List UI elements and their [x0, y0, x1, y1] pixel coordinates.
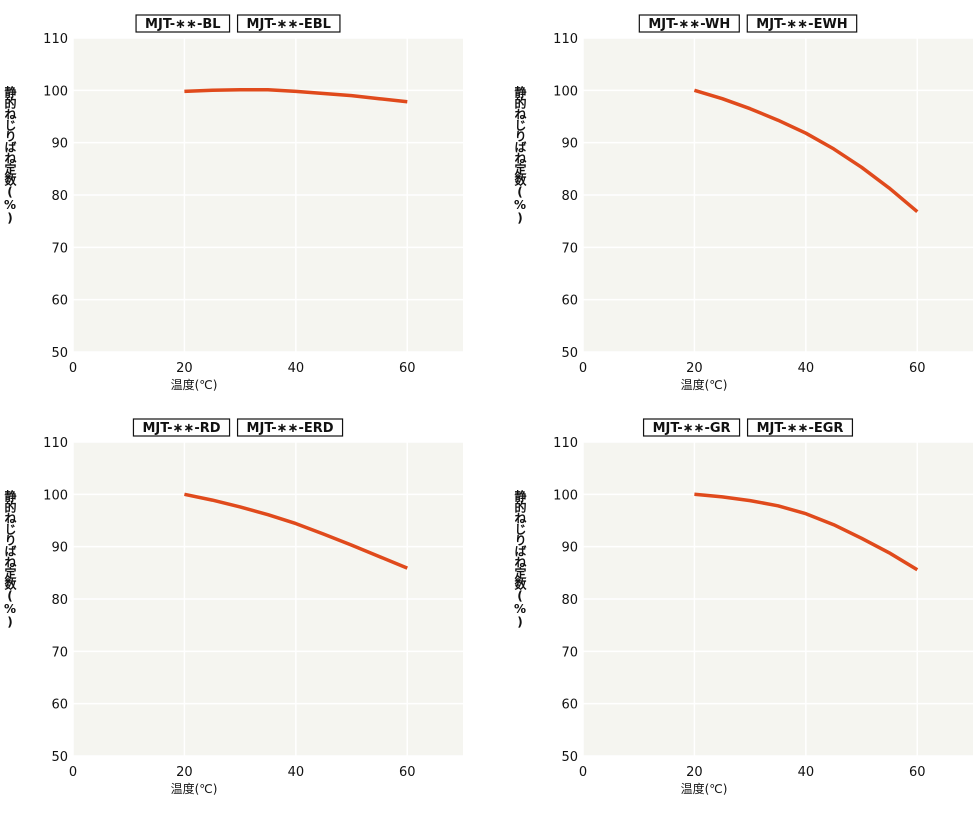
y-tick-label: 60 — [561, 698, 578, 713]
y-tick-label: 80 — [51, 593, 68, 608]
y-tick-label: 80 — [51, 189, 68, 204]
y-axis-label: 静的ねじりばね定数(%) — [513, 489, 527, 628]
y-tick-label: 70 — [51, 645, 68, 660]
series-line-1 — [184, 88, 408, 104]
x-tick-label: 40 — [288, 765, 305, 780]
legend-label: MJT-∗∗-EGR — [757, 421, 844, 436]
x-tick-label: 0 — [579, 765, 587, 780]
y-axis-label: 静的ねじりばね定数(%) — [513, 85, 527, 224]
y-tick-label: 50 — [561, 346, 578, 361]
chart-svg: 50 60 70 80 90 100 110 0 20 40 60 温度(℃) 静的ねじりばね定数(%)… — [3, 418, 463, 796]
y-tick-label: 100 — [43, 488, 68, 503]
series-line-1 — [694, 492, 919, 572]
legend-box — [642, 418, 741, 437]
x-tick-label: 40 — [798, 361, 815, 376]
legend-box — [638, 14, 740, 33]
legend-label: MJT-∗∗-ERD — [247, 421, 334, 436]
y-tick-label: 100 — [553, 84, 578, 99]
y-tick-label: 50 — [51, 346, 68, 361]
series-line-1 — [693, 88, 919, 214]
y-tick-label: 110 — [43, 32, 68, 47]
y-tick-label: 50 — [51, 750, 68, 765]
chart-3: 50 60 70 80 90 100 110 0 20 40 60 温度(℃) 静的ねじりばね定数(%)… — [0, 404, 488, 810]
y-tick-label: 110 — [43, 436, 68, 451]
x-tick-label: 20 — [686, 765, 703, 780]
legend-box — [132, 418, 231, 437]
x-tick-label: 20 — [176, 765, 193, 780]
y-tick-label: 110 — [553, 32, 578, 47]
legend-label: MJT-∗∗-GR — [653, 421, 731, 436]
x-tick-label: 60 — [909, 765, 926, 780]
y-tick-label: 70 — [561, 645, 578, 660]
y-tick-label: 100 — [43, 84, 68, 99]
legend-box — [746, 418, 854, 437]
legend-label: MJT-∗∗-EBL — [247, 17, 331, 32]
y-tick-label: 90 — [561, 541, 578, 556]
legend-box — [135, 14, 231, 33]
legend-label: MJT-∗∗-EWH — [756, 17, 847, 32]
y-axis-label: 静的ねじりばね定数(%) — [3, 489, 17, 628]
y-tick-label: 60 — [51, 698, 68, 713]
y-tick-label: 90 — [51, 541, 68, 556]
legend-box — [746, 14, 858, 33]
y-tick-label: 100 — [553, 488, 578, 503]
series-line-1 — [184, 492, 408, 570]
chart-svg: 50 60 70 80 90 100 110 0 20 40 60 温度(℃) 静的ねじりばね定数(%)… — [3, 14, 463, 392]
x-axis-label: 温度(℃) — [171, 781, 218, 796]
legend-label: MJT-∗∗-RD — [142, 421, 220, 436]
y-tick-label: 80 — [561, 189, 578, 204]
x-tick-label: 20 — [686, 361, 703, 376]
x-axis-label: 温度(℃) — [681, 377, 728, 392]
x-tick-label: 40 — [798, 765, 815, 780]
legend-box — [236, 14, 341, 33]
y-tick-label: 50 — [561, 750, 578, 765]
y-tick-label: 70 — [51, 241, 68, 256]
y-tick-label: 110 — [553, 436, 578, 451]
y-tick-label: 90 — [51, 137, 68, 152]
x-tick-label: 60 — [909, 361, 926, 376]
x-axis-label: 温度(℃) — [171, 377, 218, 392]
y-tick-label: 90 — [561, 137, 578, 152]
chart-2: 50 60 70 80 90 100 110 0 20 40 60 温度(℃) 静的ねじりばね定数(%)… — [510, 0, 976, 406]
legend-box — [236, 418, 344, 437]
chart-svg: 50 60 70 80 90 100 110 0 20 40 60 温度(℃) 静的ねじりばね定数(%)… — [513, 14, 973, 392]
x-tick-label: 0 — [579, 361, 587, 376]
x-tick-label: 0 — [69, 765, 77, 780]
chart-1: 50 60 70 80 90 100 110 0 20 40 60 温度(℃) 静的ねじりばね定数(%)… — [0, 0, 488, 406]
y-tick-label: 60 — [561, 294, 578, 309]
x-axis-label: 温度(℃) — [681, 781, 728, 796]
y-tick-label: 60 — [51, 294, 68, 309]
chart-4: 50 60 70 80 90 100 110 0 20 40 60 温度(℃) 静的ねじりばね定数(%)… — [510, 404, 976, 810]
legend-label: MJT-∗∗-WH — [648, 17, 730, 32]
x-tick-label: 60 — [399, 361, 416, 376]
y-axis-label: 静的ねじりばね定数(%) — [3, 85, 17, 224]
legend-label: MJT-∗∗-BL — [145, 17, 221, 32]
y-tick-label: 80 — [561, 593, 578, 608]
x-tick-label: 0 — [69, 361, 77, 376]
y-tick-label: 70 — [561, 241, 578, 256]
x-tick-label: 40 — [288, 361, 305, 376]
x-tick-label: 60 — [399, 765, 416, 780]
x-tick-label: 20 — [176, 361, 193, 376]
chart-svg: 50 60 70 80 90 100 110 0 20 40 60 温度(℃) 静的ねじりばね定数(%)… — [513, 418, 973, 796]
